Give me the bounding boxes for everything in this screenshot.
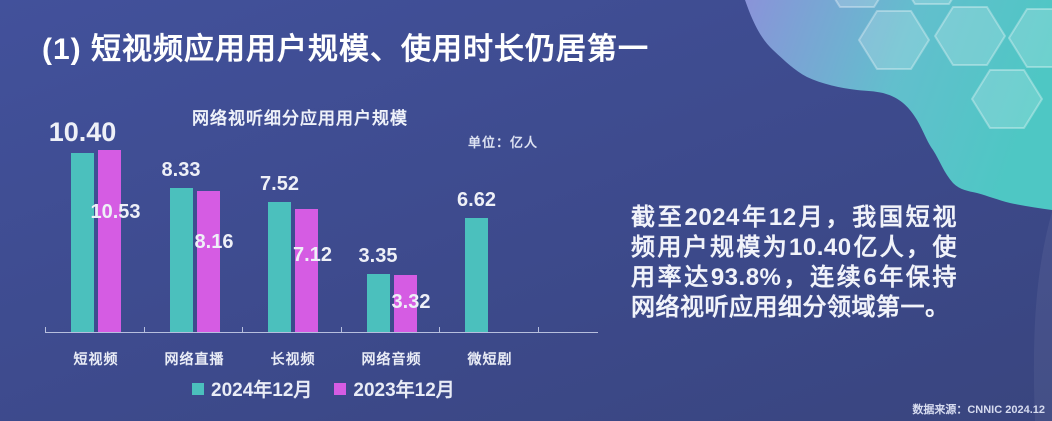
value-label-2023年12月-长视频: 7.12 (293, 243, 332, 266)
axis-tick (439, 327, 440, 332)
value-label-2023年12月-短视频: 10.53 (90, 201, 141, 224)
legend-label-2024: 2024年12月 (211, 380, 313, 401)
axis-tick (537, 327, 539, 332)
category-label-微短剧: 微短剧 (467, 351, 513, 367)
axis-tick (242, 327, 243, 332)
category-label-网络音频: 网络音频 (361, 351, 422, 367)
bar-2024年12月-网络音频 (366, 274, 390, 332)
bar-2024年12月-网络直播 (169, 188, 193, 332)
legend-swatch-2023 (334, 382, 347, 395)
value-label-2023年12月-网络直播: 8.16 (194, 230, 234, 253)
bar-2023年12月-网络直播 (196, 191, 220, 332)
value-label-2024年12月-网络音频: 3.35 (358, 245, 398, 268)
data-source: 数据来源：CNNIC 2024.12 (912, 404, 1045, 416)
bar-2024年12月-微短剧 (465, 217, 488, 332)
summary-text: 截至2024年12月，我国短视频用户规模为10.40亿人，使用率达93.8%，连… (631, 204, 957, 321)
legend-swatch-2024 (192, 382, 204, 395)
hexagon-decoration (934, 6, 1006, 66)
category-label-长视频: 长视频 (270, 351, 316, 367)
hexagon-decoration (858, 10, 930, 70)
value-label-2024年12月-微短剧: 6.62 (457, 188, 496, 211)
chart-title: 网络视听细分应用用户规模 (192, 109, 408, 128)
axis-tick (143, 327, 145, 332)
legend-item-2023: 2023年12月 (334, 375, 455, 402)
value-label-2023年12月-网络音频: 3.32 (391, 290, 431, 313)
hexagon-decoration (1008, 8, 1052, 68)
bar-2024年12月-长视频 (268, 202, 291, 332)
bar-2023年12月-网络音频 (393, 274, 417, 332)
legend-item-2024: 2024年12月 (192, 375, 312, 402)
hexagon-decoration (971, 69, 1043, 129)
page-title: (1) 短视频应用用户规模、使用时长仍居第一 (42, 33, 649, 66)
x-axis (45, 332, 598, 333)
right-edge-wave (1033, 212, 1052, 421)
axis-tick (340, 327, 342, 332)
value-label-2024年12月-网络直播: 8.33 (161, 159, 201, 182)
bar-2023年12月-长视频 (295, 209, 318, 332)
category-label-网络直播: 网络直播 (164, 351, 225, 367)
hexagon-decoration (821, 0, 893, 8)
legend-label-2023: 2023年12月 (353, 380, 455, 401)
chart-unit-label: 单位：亿人 (468, 135, 539, 150)
bar-2024年12月-短视频 (71, 152, 94, 332)
category-label-短视频: 短视频 (73, 351, 119, 367)
bar-chart: 网络视听细分应用用户规模 单位：亿人 10.40 10.53 短视频 8.33 8.16… (40, 100, 615, 410)
value-label-2024年12月-短视频: 10.40 (48, 116, 117, 147)
chart-legend: 2024年12月 2023年12月 (192, 375, 455, 402)
axis-tick (45, 327, 46, 332)
corner-decoration (745, 0, 1052, 421)
hexagon-decoration (896, 0, 968, 5)
value-label-2024年12月-长视频: 7.52 (260, 173, 299, 196)
bar-2023年12月-短视频 (98, 150, 121, 332)
